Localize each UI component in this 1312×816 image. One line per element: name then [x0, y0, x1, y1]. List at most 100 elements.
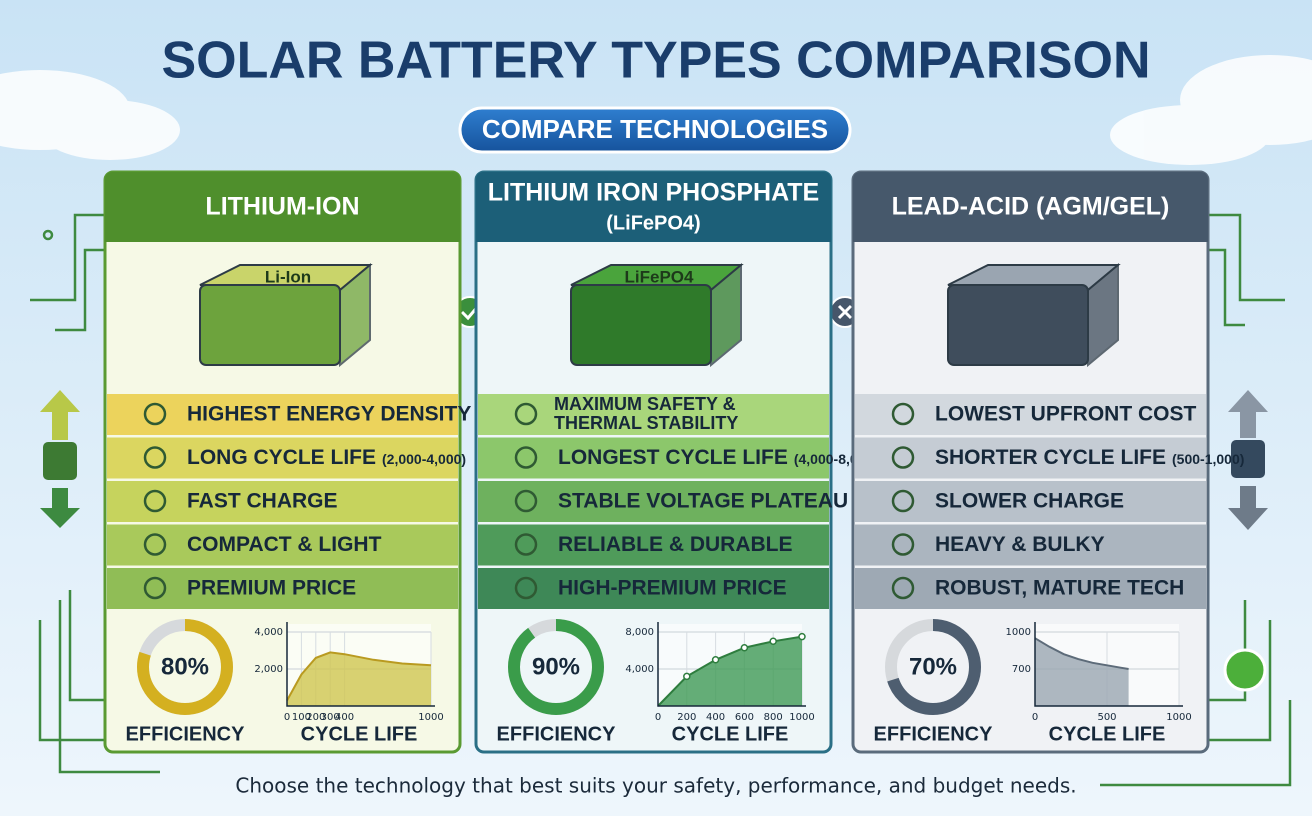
chart-label: CYCLE LIFE: [672, 723, 789, 745]
axes: [657, 622, 806, 707]
feature-icon: [143, 533, 167, 556]
feature-icon: [891, 489, 915, 513]
marker: [798, 632, 806, 641]
y-tick-label: 1000: [1006, 627, 1031, 638]
x-tick-label: 1000: [789, 712, 814, 723]
feature-text: HIGH-PREMIUM PRICE: [558, 577, 787, 600]
donut-arc: [137, 619, 233, 715]
x-tick-label: 400: [706, 712, 725, 723]
feature-icon: [514, 576, 538, 600]
battery-side: [1087, 262, 1119, 368]
x-tick-label: 800: [764, 712, 783, 723]
feature-icon: [891, 533, 915, 556]
marker: [769, 637, 777, 645]
area: [1035, 638, 1129, 706]
donut-label: EFFICIENCY: [497, 723, 617, 745]
badge-text: COMPARE TECHNOLOGIES: [482, 114, 828, 144]
line: [657, 635, 803, 707]
donut-arc: [508, 619, 604, 715]
line: [1034, 637, 1129, 670]
feature-icon: [143, 576, 167, 600]
battery-label: LiFePO4: [625, 267, 695, 286]
feature-text: COMPACT & LIGHT: [187, 533, 382, 556]
panel-header: [105, 172, 460, 242]
x-tick-label: 300: [321, 712, 340, 723]
feature-icon: [891, 446, 915, 469]
donut-value: 90%: [532, 653, 580, 680]
x-tick-label: 100: [292, 712, 311, 723]
donut-value: 70%: [909, 653, 957, 680]
feature-icon: [514, 402, 538, 426]
feature-icon: [514, 446, 538, 469]
battery-side: [710, 262, 742, 368]
feature-text: MAXIMUM SAFETY &: [554, 394, 736, 414]
feature-text: LOWEST UPFRONT COST: [935, 403, 1196, 426]
feature-text: ROBUST, MATURE TECH: [935, 577, 1184, 600]
page-title: SOLAR BATTERY TYPES COMPARISON: [161, 32, 1150, 90]
feature-icon: [143, 402, 167, 426]
feature-text: FAST CHARGE: [187, 490, 338, 513]
side-arrows: [40, 390, 1268, 692]
y-tick-label: 4,000: [625, 664, 654, 675]
feature-note: (2,000-4,000): [382, 451, 466, 467]
y-tick-label: 700: [1012, 664, 1031, 675]
footer-note: Choose the technology that best suits yo…: [235, 774, 1076, 798]
x-tick-label: 600: [735, 712, 754, 723]
area: [658, 636, 802, 706]
feature-text: LONG CYCLE LIFE: [187, 446, 376, 469]
feature-text: PREMIUM PRICE: [187, 577, 356, 600]
y-tick-label: 8,000: [625, 627, 654, 638]
panel-header: [476, 172, 831, 242]
panel-subtitle: (LiFePO4): [606, 212, 700, 234]
donut-label: EFFICIENCY: [126, 723, 246, 745]
x-tick-label: 200: [306, 712, 325, 723]
marker: [683, 672, 691, 681]
marker: [740, 643, 749, 652]
x-tick-label: 500: [1097, 712, 1116, 723]
feature-text: SLOWER CHARGE: [935, 490, 1124, 513]
donut-label: EFFICIENCY: [874, 723, 994, 745]
feature-icon: [514, 489, 538, 513]
axes: [1034, 622, 1183, 707]
battery-body: [947, 284, 1089, 366]
feature-text: HIGHEST ENERGY DENSITY: [187, 403, 471, 426]
battery-body: [199, 284, 341, 366]
badge-pill: [458, 106, 852, 154]
panel-title: LITHIUM-ION: [205, 193, 359, 221]
feature-text: RELIABLE & DURABLE: [558, 533, 793, 556]
feature-icon: [143, 446, 167, 469]
donut-value: 80%: [161, 653, 209, 680]
feature-icon: [891, 402, 915, 426]
line: [286, 651, 432, 701]
feature-icon: [143, 489, 167, 513]
feature-text: STABLE VOLTAGE PLATEAU: [558, 490, 848, 513]
axes: [286, 622, 435, 707]
battery-body: [570, 284, 712, 366]
panel: LEAD-ACID (AGM/GEL) LOWEST UPFRONT COST SH…: [851, 170, 1244, 754]
panel: LITHIUM IRON PHOSPHATE (LiFePO4) LiFePO4 MA…: [474, 170, 886, 754]
feature-text: SHORTER CYCLE LIFE: [935, 446, 1166, 469]
chart-label: CYCLE LIFE: [301, 723, 418, 745]
x-tick-label: 0: [655, 712, 661, 723]
feature-text: HEAVY & BULKY: [935, 533, 1105, 556]
battery-side: [339, 262, 371, 368]
feature-note: (500-1,000): [1172, 451, 1244, 467]
panel: LITHIUM-ION Li-Ion HIGHEST ENERGY DENSITY L…: [103, 170, 471, 754]
feature-icon: [891, 576, 915, 600]
chart-label: CYCLE LIFE: [1049, 723, 1166, 745]
panel-title: LITHIUM IRON PHOSPHATE: [488, 179, 819, 207]
x-tick-label: 200: [677, 712, 696, 723]
x-tick-label: 1000: [418, 712, 443, 723]
donut-arc: [885, 619, 981, 715]
circuit-lines: [30, 213, 1292, 787]
marker: [711, 656, 720, 664]
panel-header: [853, 172, 1208, 242]
area: [287, 652, 431, 706]
x-tick-label: 0: [1032, 712, 1038, 723]
feature-text: THERMAL STABILITY: [554, 413, 738, 433]
feature-icon: [514, 533, 538, 556]
panel-title: LEAD-ACID (AGM/GEL): [892, 193, 1170, 221]
